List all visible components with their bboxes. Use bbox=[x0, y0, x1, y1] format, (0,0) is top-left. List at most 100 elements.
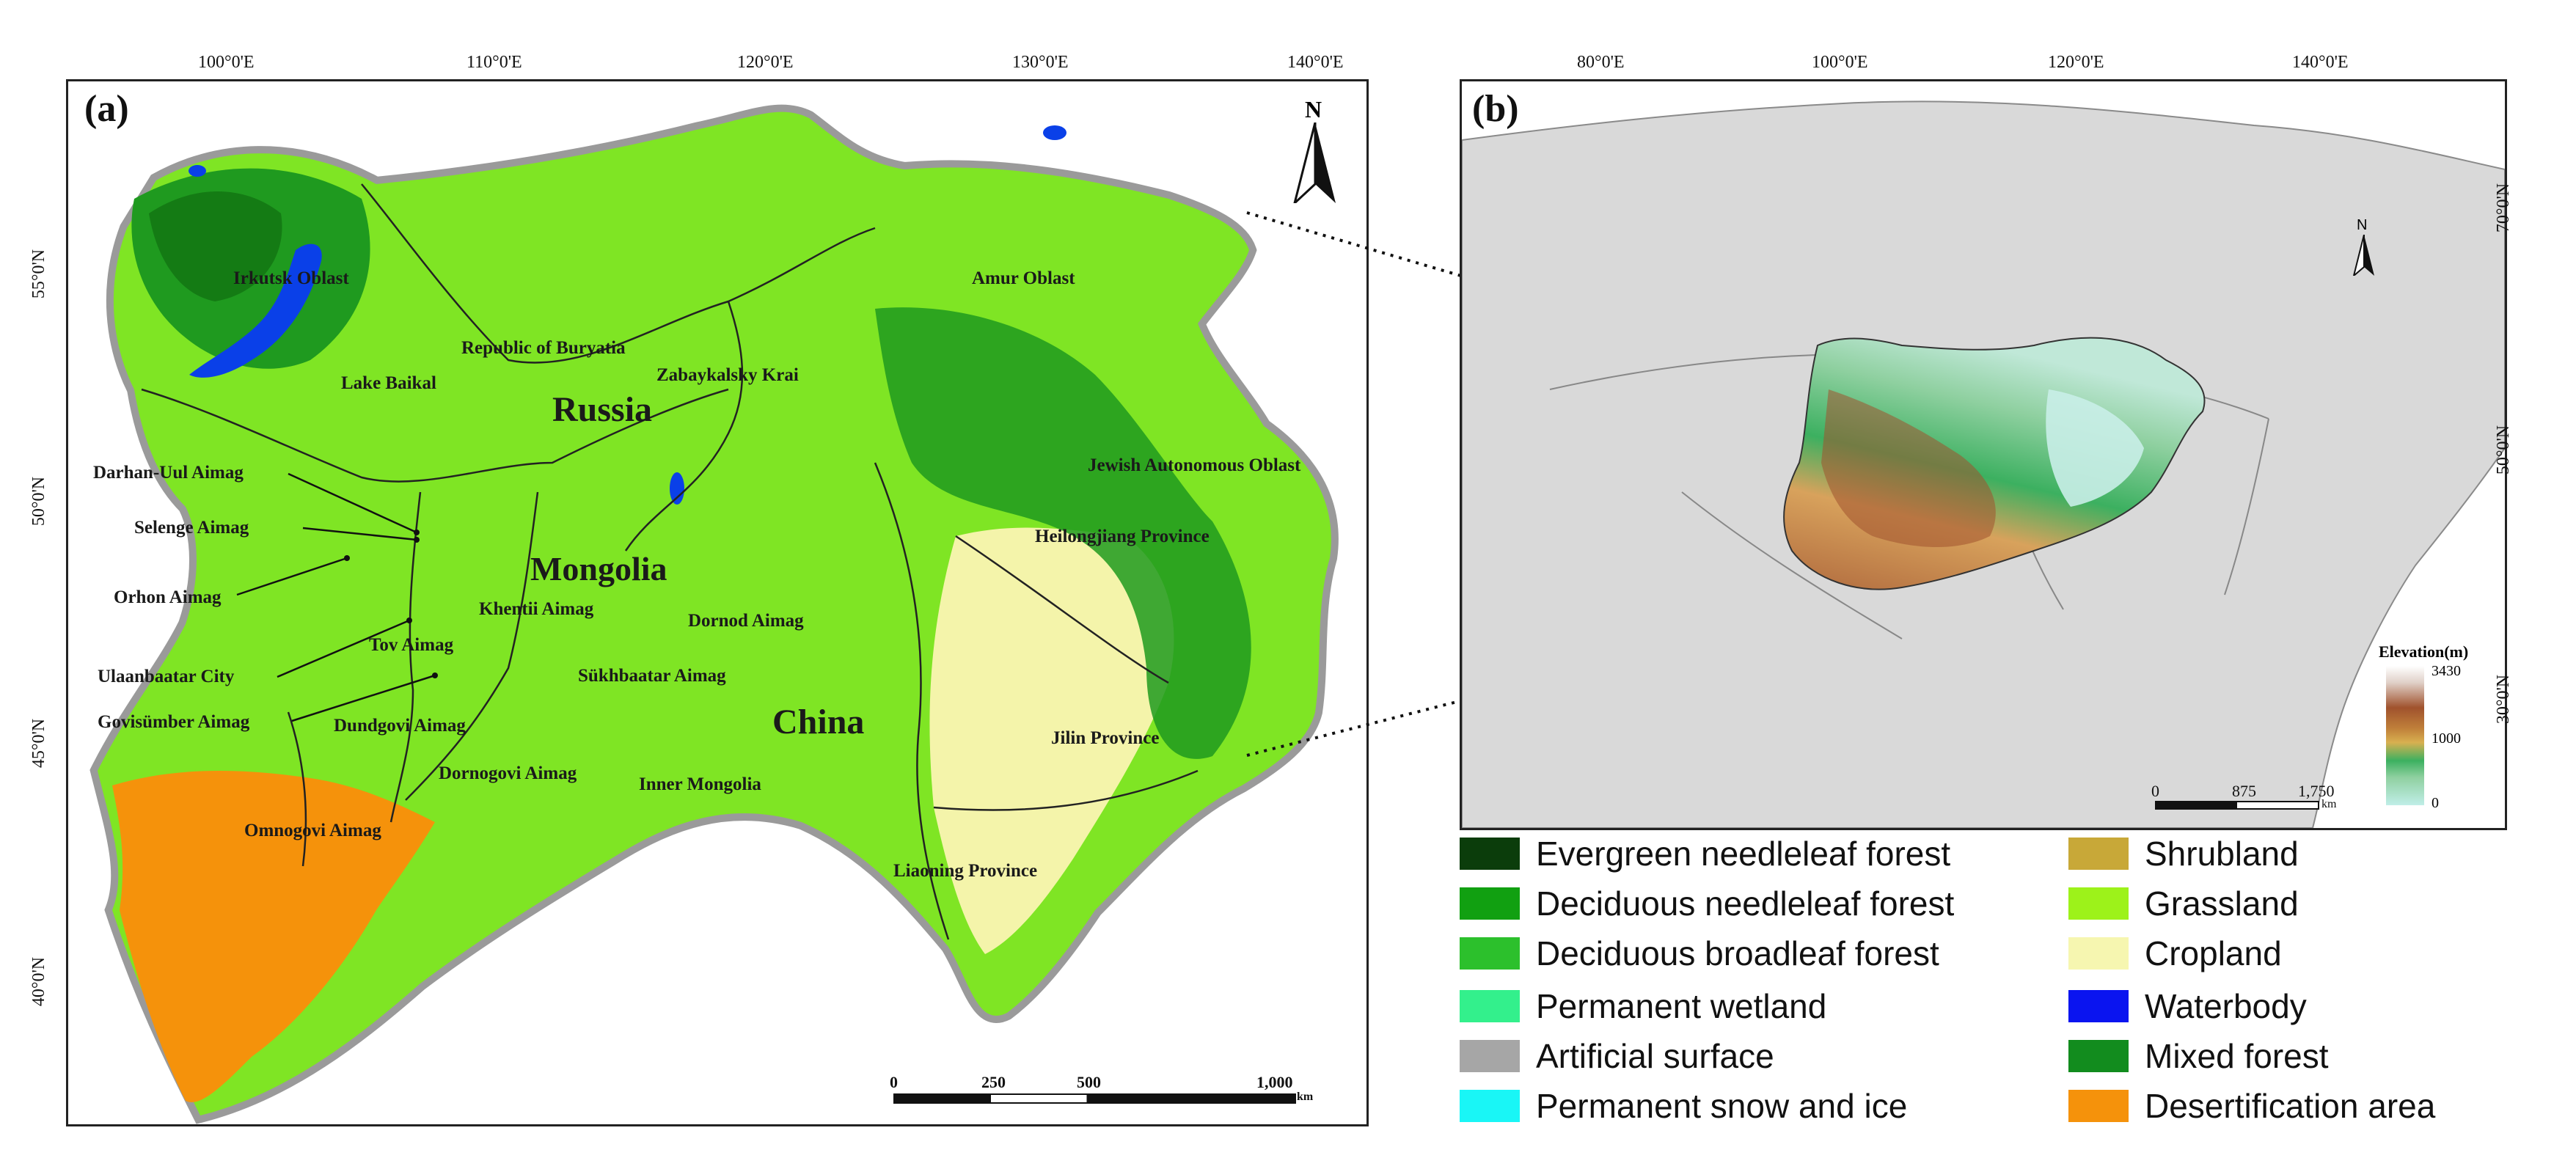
lat-tick-a: 45°0'N bbox=[29, 718, 49, 769]
land-europe-north bbox=[1462, 81, 2505, 111]
panel-b-map bbox=[1462, 81, 2505, 828]
label-china: China bbox=[772, 703, 865, 741]
panel-b: (b) N Elevation(m) 3430 1000 0 0 875 1,7… bbox=[1460, 79, 2507, 830]
legend-item: Grassland bbox=[2068, 882, 2299, 926]
waterbody-spot bbox=[1043, 125, 1066, 140]
label-jewish: Jewish Autonomous Oblast bbox=[1088, 455, 1301, 475]
north-arrow-b: N bbox=[2349, 217, 2379, 276]
legend-item: Deciduous needleleaf forest bbox=[1460, 882, 1954, 926]
label-liaoning: Liaoning Province bbox=[893, 861, 1038, 881]
label-dornogovi: Dornogovi Aimag bbox=[439, 763, 577, 783]
legend-item: Desertification area bbox=[2068, 1084, 2435, 1128]
legend-label: Deciduous needleleaf forest bbox=[1536, 884, 1955, 923]
scalebar-a-0: 0 bbox=[890, 1073, 898, 1091]
scalebar-b-875: 875 bbox=[2232, 782, 2256, 800]
elevation-legend: Elevation(m) 3430 1000 0 bbox=[2379, 642, 2503, 818]
legend-item: Mixed forest bbox=[2068, 1034, 2329, 1078]
label-russia: Russia bbox=[552, 390, 653, 429]
scalebar-b-bar bbox=[2155, 801, 2319, 810]
legend-label: Deciduous broadleaf forest bbox=[1536, 934, 1939, 972]
north-letter-b: N bbox=[2357, 217, 2368, 233]
legend-swatch bbox=[1460, 887, 1520, 920]
lat-tick-a: 50°0'N bbox=[29, 476, 49, 527]
north-arrow-a: N bbox=[1286, 96, 1344, 206]
legend-item: Artificial surface bbox=[1460, 1034, 1774, 1078]
legend-swatch bbox=[2068, 1090, 2129, 1122]
label-govisumber: Govisümber Aimag bbox=[98, 712, 250, 732]
lon-tick-b: 100°0'E bbox=[1812, 53, 1868, 72]
label-jilin: Jilin Province bbox=[1051, 728, 1160, 748]
legend-swatch bbox=[2068, 887, 2129, 920]
legend-swatch bbox=[1460, 1090, 1520, 1122]
landcover-legend: Evergreen needleleaf forest Shrubland De… bbox=[1460, 832, 2545, 1147]
legend-label: Waterbody bbox=[2145, 987, 2307, 1025]
legend-swatch bbox=[1460, 937, 1520, 970]
legend-label: Permanent snow and ice bbox=[1536, 1087, 1908, 1125]
label-amur: Amur Oblast bbox=[972, 268, 1075, 288]
label-khentii: Khentii Aimag bbox=[479, 599, 594, 619]
north-arrow-icon bbox=[1293, 122, 1336, 203]
label-buryatia: Republic of Buryatia bbox=[461, 338, 626, 358]
legend-swatch bbox=[1460, 990, 1520, 1022]
scalebar-b-0: 0 bbox=[2151, 782, 2159, 800]
label-darhan: Darhan-Uul Aimag bbox=[93, 463, 244, 483]
lon-tick-b: 80°0'E bbox=[1577, 53, 1625, 72]
lon-tick-a: 100°0'E bbox=[198, 53, 255, 72]
legend-swatch bbox=[2068, 937, 2129, 970]
elevation-title: Elevation(m) bbox=[2379, 642, 2469, 661]
lat-tick-b: 70°0'N bbox=[2494, 183, 2514, 233]
desertification-region bbox=[112, 771, 435, 1102]
label-irkutsk: Irkutsk Oblast bbox=[233, 268, 349, 288]
dem-mountains bbox=[1821, 389, 1996, 547]
legend-swatch bbox=[2068, 1040, 2129, 1072]
north-arrow-b-icon bbox=[2352, 235, 2374, 276]
scalebar-b-unit: km bbox=[2321, 798, 2337, 810]
label-heilongjiang: Heilongjiang Province bbox=[1035, 527, 1210, 546]
lake-baikal bbox=[189, 243, 322, 378]
waterbody-spot bbox=[670, 472, 684, 505]
legend-item: Deciduous broadleaf forest bbox=[1460, 931, 1939, 975]
legend-swatch bbox=[1460, 1040, 1520, 1072]
legend-label: Evergreen needleleaf forest bbox=[1536, 835, 1951, 873]
label-mongolia: Mongolia bbox=[530, 550, 667, 587]
lat-tick-a: 40°0'N bbox=[29, 956, 49, 1007]
lon-tick-b: 120°0'E bbox=[2048, 53, 2104, 72]
panel-a-label: (a) bbox=[84, 88, 129, 130]
elevation-min: 0 bbox=[2432, 795, 2439, 811]
legend-item: Permanent wetland bbox=[1460, 984, 1826, 1028]
label-dundgovi: Dundgovi Aimag bbox=[334, 716, 466, 736]
panel-b-label: (b) bbox=[1472, 88, 1519, 130]
legend-swatch bbox=[2068, 838, 2129, 870]
north-letter-a: N bbox=[1305, 96, 1322, 122]
scalebar-a: 0 250 500 1,000 km bbox=[890, 1073, 1313, 1110]
label-inner-mongolia: Inner Mongolia bbox=[639, 774, 761, 794]
scalebar-b-1750: 1,750 bbox=[2298, 782, 2335, 800]
scalebar-b: 0 875 1,750 km bbox=[2151, 782, 2357, 817]
panel-a: (a) N Irkutsk Oblast Amur Oblast Republi… bbox=[66, 79, 1369, 1126]
legend-item: Waterbody bbox=[2068, 984, 2307, 1028]
legend-item: Evergreen needleleaf forest bbox=[1460, 832, 1950, 876]
legend-label: Permanent wetland bbox=[1536, 987, 1827, 1025]
elevation-colorbar bbox=[2386, 666, 2424, 805]
scalebar-a-500: 500 bbox=[1077, 1073, 1101, 1091]
legend-label: Artificial surface bbox=[1536, 1037, 1774, 1075]
cropland-region bbox=[929, 527, 1174, 954]
legend-label: Cropland bbox=[2145, 934, 2282, 972]
lat-tick-b: 50°0'N bbox=[2494, 425, 2514, 475]
legend-label: Mixed forest bbox=[2145, 1037, 2329, 1075]
lon-tick-a: 110°0'E bbox=[466, 53, 522, 72]
scalebar-a-1000: 1,000 bbox=[1256, 1073, 1293, 1091]
legend-label: Grassland bbox=[2145, 884, 2299, 923]
dem-plain bbox=[2046, 389, 2144, 507]
legend-label: Shrubland bbox=[2145, 835, 2299, 873]
admin-boundaries bbox=[141, 183, 1199, 940]
label-baikal: Lake Baikal bbox=[341, 373, 436, 393]
elevation-mid: 1000 bbox=[2432, 730, 2461, 747]
label-omnogovi: Omnogovi Aimag bbox=[244, 821, 381, 840]
lon-tick-a: 120°0'E bbox=[737, 53, 794, 72]
lon-tick-a: 140°0'E bbox=[1287, 53, 1344, 72]
label-sukhbaatar: Sükhbaatar Aimag bbox=[578, 666, 726, 686]
forest-ne-china bbox=[875, 307, 1251, 759]
label-selenge: Selenge Aimag bbox=[134, 518, 249, 538]
legend-item: Shrubland bbox=[2068, 832, 2299, 876]
